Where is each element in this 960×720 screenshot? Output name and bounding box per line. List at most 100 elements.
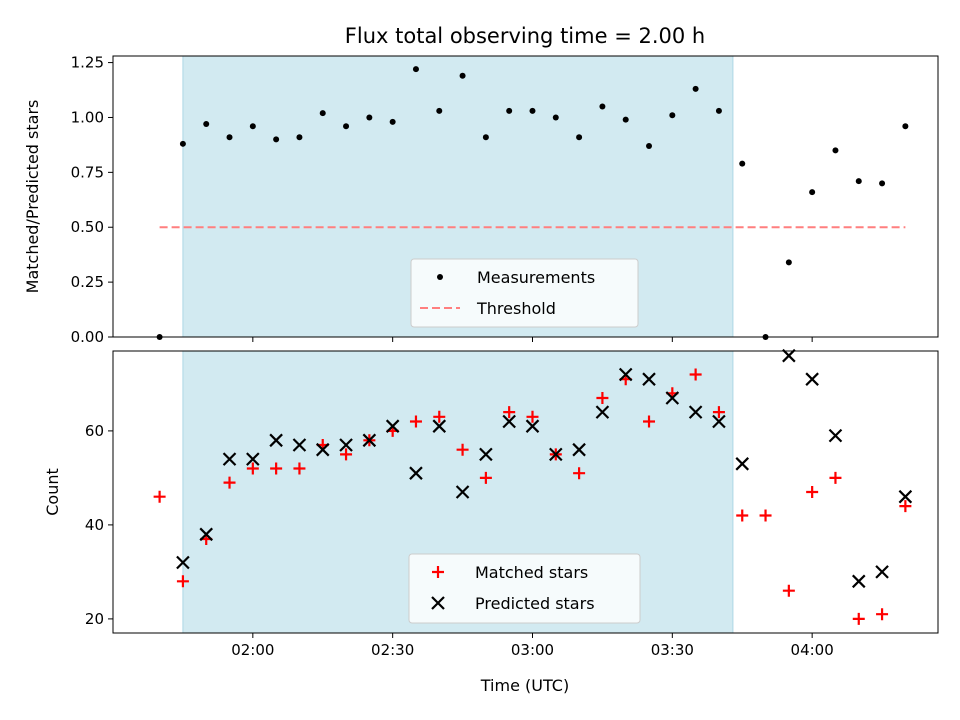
legend-label: Measurements — [477, 268, 595, 287]
measurement-point — [622, 116, 629, 123]
measurement-point — [296, 134, 303, 141]
matched-star-point — [899, 500, 912, 513]
measurement-point — [529, 107, 536, 114]
predicted-star-point — [782, 348, 796, 363]
predicted-star-point — [502, 414, 516, 429]
measurement-point — [879, 180, 886, 187]
predicted-star-point — [549, 447, 563, 462]
matched-star-point — [759, 509, 772, 522]
measurement-point — [506, 107, 513, 114]
measurement-point — [832, 147, 839, 154]
measurement-point — [785, 259, 792, 266]
predicted-star-point — [246, 452, 260, 466]
measurement-point — [436, 107, 443, 114]
predicted-star-point — [339, 438, 353, 452]
matched-star-point — [153, 490, 166, 503]
predicted-star-point — [409, 466, 423, 480]
matched-star-point — [223, 476, 236, 489]
matched-star-point — [340, 448, 353, 461]
matched-star-point — [689, 368, 702, 381]
matched-star-point — [409, 415, 422, 428]
legend-label: Predicted stars — [475, 594, 595, 613]
legend-label: Matched stars — [475, 563, 588, 582]
predicted-star-point — [898, 489, 913, 504]
y-tick-label: 0.00 — [71, 328, 104, 346]
predicted-star-point — [735, 457, 750, 471]
measurement-point — [203, 121, 210, 128]
y-tick-label: 0.50 — [71, 218, 104, 236]
measurement-point — [226, 134, 233, 141]
measurement-point — [855, 178, 862, 185]
matched-star-point — [456, 443, 469, 456]
predicted-star-point — [479, 447, 493, 462]
measurement-point — [179, 140, 186, 147]
matched-star-point — [596, 392, 609, 404]
x-tick-label: 03:30 — [651, 641, 694, 659]
measurement-point — [646, 143, 653, 150]
measurement-point — [599, 103, 606, 110]
predicted-star-point — [688, 405, 703, 419]
matched-star-point — [293, 462, 306, 475]
x-tick-label: 02:00 — [231, 641, 274, 659]
predicted-star-point — [199, 527, 213, 542]
predicted-star-point — [665, 391, 680, 405]
y-tick-label: 1.00 — [71, 108, 104, 126]
y-tick-label: 0.25 — [71, 273, 104, 291]
matched-star-point — [270, 462, 283, 475]
predicted-star-point — [222, 452, 237, 466]
measurement-point — [576, 134, 583, 141]
measurement-point — [739, 160, 746, 167]
legend: Measurements Threshold — [410, 258, 639, 328]
matched-star-point — [643, 415, 656, 428]
predicted-star-point — [362, 433, 377, 448]
measurement-point — [249, 123, 256, 130]
measurement-point — [809, 189, 816, 196]
x-tick-label: 03:00 — [511, 641, 554, 659]
predicted-star-point — [828, 428, 843, 443]
y-tick-label: 0.75 — [71, 163, 104, 181]
matched-star-point — [829, 471, 842, 484]
predicted-star-point — [805, 372, 819, 386]
predicted-star-point — [315, 442, 330, 457]
series-predicted-stars — [176, 348, 913, 589]
measurement-point — [319, 110, 326, 117]
y-tick-label: 20 — [85, 610, 104, 628]
matched-star-point — [782, 584, 795, 597]
predicted-star-point — [385, 419, 400, 433]
predicted-star-point — [269, 433, 283, 448]
measurement-point — [273, 136, 280, 143]
matched-star-point — [526, 410, 539, 423]
predicted-star-point — [595, 405, 610, 419]
x-tick-label: 02:30 — [371, 641, 414, 659]
measurement-point — [482, 134, 489, 141]
y-axis-title: Matched/Predicted stars — [23, 100, 42, 294]
measurement-point — [669, 112, 676, 119]
matched-star-point — [852, 612, 865, 625]
legend-plus-icon — [432, 566, 444, 578]
predicted-star-point — [432, 419, 447, 433]
legend-label: Threshold — [476, 299, 556, 318]
measurements-panel: 0.00 0.25 0.50 0.75 1.00 1.25 Matched/Predicte… — [23, 54, 939, 346]
predicted-star-point — [292, 438, 307, 452]
measurement-point — [459, 72, 466, 79]
matched-star-point — [806, 486, 819, 498]
legend-box — [408, 553, 641, 624]
predicted-star-point — [618, 367, 633, 382]
axes-frame — [112, 55, 939, 338]
y-tick-label: 60 — [85, 422, 104, 440]
matched-star-point — [246, 462, 259, 475]
legend-box — [410, 258, 639, 328]
y-tick-label: 40 — [85, 516, 104, 534]
predicted-star-point — [572, 442, 586, 457]
matched-star-point — [876, 608, 889, 621]
y-tick-label: 1.25 — [71, 54, 104, 72]
x-axis-title: Time (UTC) — [480, 676, 569, 695]
matched-star-point — [479, 471, 492, 484]
predicted-star-point — [712, 414, 726, 429]
legend-x-icon — [431, 596, 445, 610]
matched-star-point — [736, 509, 749, 522]
y-axis-title: Count — [43, 468, 62, 516]
measurement-point — [715, 107, 722, 114]
axes-frame — [112, 350, 939, 634]
